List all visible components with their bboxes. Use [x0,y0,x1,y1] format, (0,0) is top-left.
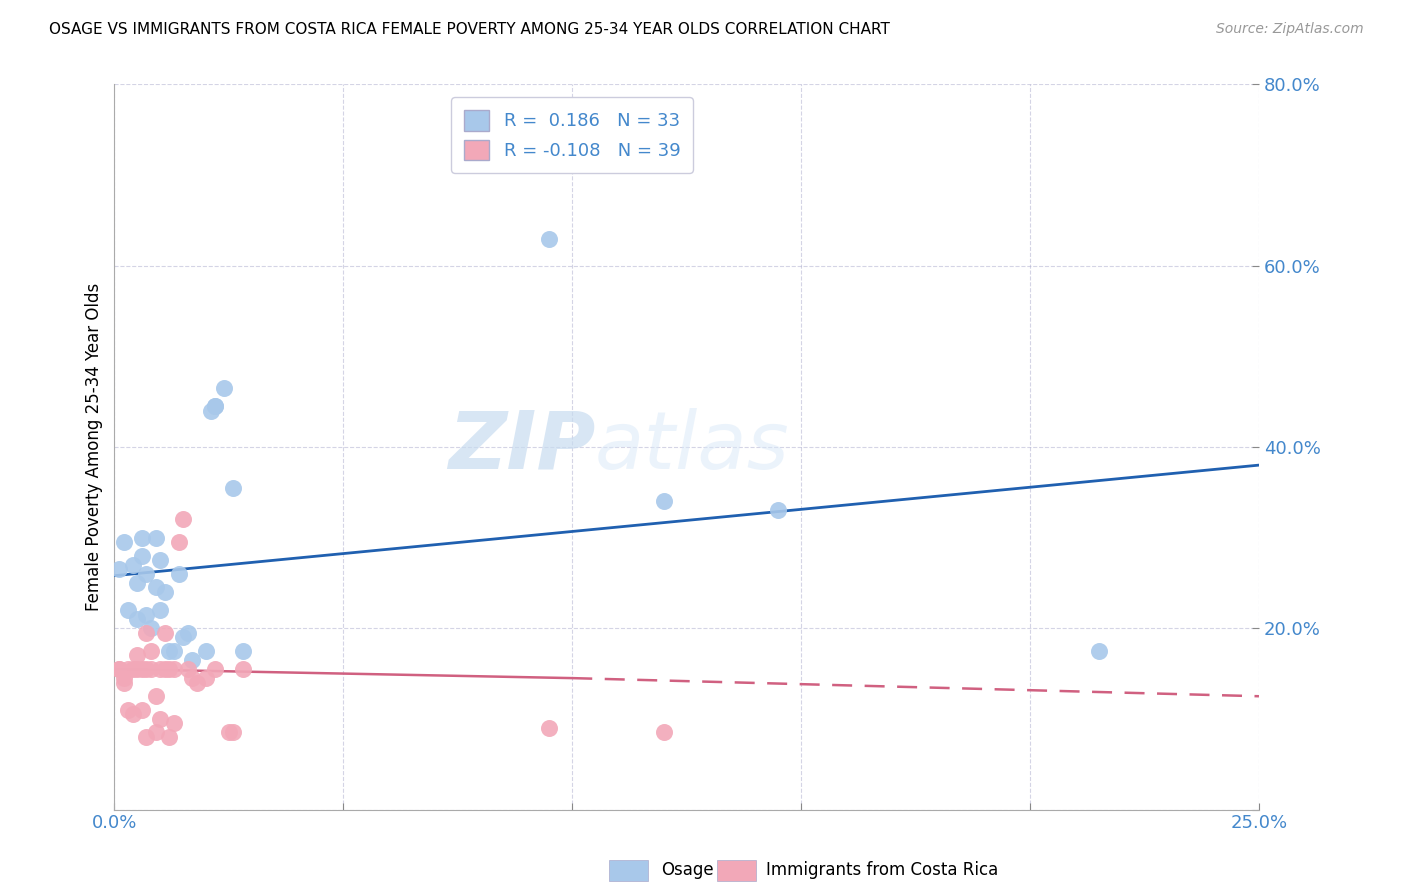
Point [172,630,194,644]
Point [127,576,149,591]
Point [117,603,139,617]
Point [131,703,153,717]
Point [1087,644,1109,658]
Point [538,231,561,245]
Point [117,703,139,717]
Point [145,531,167,545]
Point [108,662,131,676]
Point [167,535,190,549]
Legend: R =  0.186   N = 33, R = -0.108   N = 39: R = 0.186 N = 33, R = -0.108 N = 39 [451,97,693,173]
Point [139,644,162,658]
Point [163,716,186,731]
Point [139,621,162,635]
Point [135,566,157,581]
Text: Immigrants from Costa Rica: Immigrants from Costa Rica [766,861,998,879]
Text: Osage: Osage [661,861,713,879]
Point [127,612,149,626]
Point [181,671,204,685]
Point [145,581,167,595]
Point [153,662,176,676]
Point [145,690,167,704]
Point [172,512,194,526]
Text: OSAGE VS IMMIGRANTS FROM COSTA RICA FEMALE POVERTY AMONG 25-34 YEAR OLDS CORRELA: OSAGE VS IMMIGRANTS FROM COSTA RICA FEMA… [49,22,890,37]
Point [131,662,153,676]
Point [176,662,198,676]
Point [149,603,172,617]
Point [538,721,561,735]
Point [153,625,176,640]
Point [149,662,172,676]
Point [157,730,180,744]
Point [768,503,790,517]
Point [204,662,226,676]
Point [176,625,198,640]
Point [131,549,153,563]
Point [112,535,135,549]
Point [131,531,153,545]
Point [181,653,204,667]
Point [204,399,226,413]
Point [121,558,143,572]
Point [135,607,157,622]
Point [127,662,149,676]
Point [108,562,131,576]
Point [121,707,143,722]
Point [135,625,157,640]
Point [194,671,217,685]
Point [135,662,157,676]
Point [117,662,139,676]
Point [652,494,675,508]
Text: Source: ZipAtlas.com: Source: ZipAtlas.com [1216,22,1364,37]
Point [232,662,254,676]
Point [218,725,240,739]
Point [214,381,236,395]
Point [186,675,208,690]
Point [153,585,176,599]
Point [232,644,254,658]
Point [200,403,222,417]
Point [149,553,172,567]
Point [127,648,149,663]
Point [112,675,135,690]
Y-axis label: Female Poverty Among 25-34 Year Olds: Female Poverty Among 25-34 Year Olds [86,283,103,611]
Point [167,566,190,581]
Point [149,712,172,726]
Point [222,481,245,495]
Point [652,725,675,739]
Point [135,730,157,744]
Text: ZIP: ZIP [447,408,595,486]
Point [121,662,143,676]
Text: atlas: atlas [595,408,790,486]
Point [112,671,135,685]
Point [222,725,245,739]
Point [163,662,186,676]
Point [157,644,180,658]
Point [108,662,131,676]
Point [139,662,162,676]
Point [163,644,186,658]
Point [194,644,217,658]
Point [157,662,180,676]
Point [204,399,226,413]
Point [145,725,167,739]
